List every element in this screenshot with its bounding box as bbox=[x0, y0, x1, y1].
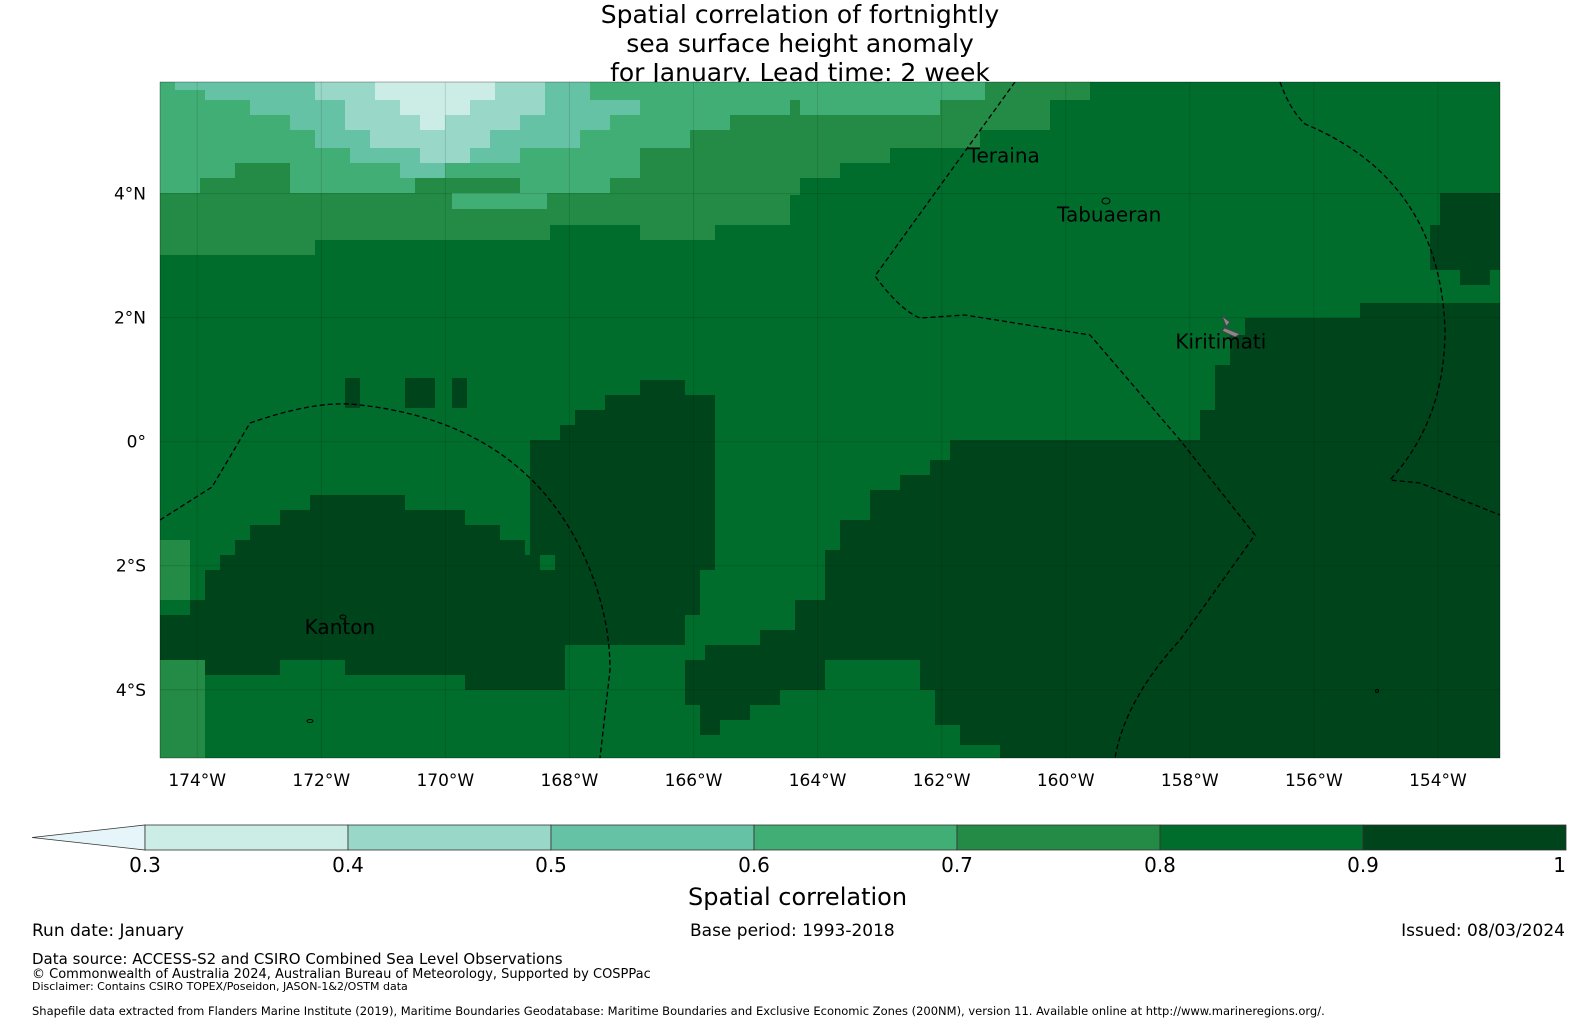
field-06-patch-2 bbox=[935, 82, 985, 100]
place-label-teraina: Teraina bbox=[967, 144, 1040, 168]
field-09-center bbox=[530, 380, 715, 690]
disclaimer: Disclaimer: Contains CSIRO TOPEX/Poseido… bbox=[32, 980, 408, 993]
lon-tick-label: 156°W bbox=[1285, 771, 1343, 790]
colorbar-tick-label: 0.7 bbox=[941, 853, 973, 877]
field-07-south-2 bbox=[160, 660, 205, 758]
lon-tick-label: 166°W bbox=[665, 771, 723, 790]
islands bbox=[306, 197, 1379, 723]
colorbar-tick-label: 0.9 bbox=[1347, 853, 1379, 877]
place-label-tabuaeran: Tabuaeran bbox=[1056, 203, 1161, 227]
lat-tick-labels: 4°N 2°N 0° 2°S 4°S bbox=[114, 185, 146, 701]
colorbar-label: Spatial correlation bbox=[688, 883, 908, 911]
plot-frame bbox=[159, 81, 1501, 759]
colorbar-box bbox=[753, 824, 958, 851]
lon-tick-labels: 174°W 172°W 170°W 168°W 166°W 164°W 162°W 160°W… bbox=[168, 771, 1467, 790]
eez-line-1 bbox=[874, 82, 1256, 758]
field-09-east bbox=[685, 303, 1500, 758]
lat-tick-label: 4°S bbox=[116, 681, 146, 701]
lat-tick-label: 0° bbox=[127, 433, 146, 453]
lat-tick-label: 2°S bbox=[116, 557, 146, 577]
colorbar-tick-label: 0.5 bbox=[535, 853, 567, 877]
place-label-kiritimati: Kiritimati bbox=[1175, 330, 1266, 354]
colorbar-tick-label: 0.8 bbox=[1144, 853, 1176, 877]
title-line-1: Spatial correlation of fortnightly bbox=[600, 0, 1000, 29]
colorbar-boxes bbox=[31, 824, 1567, 851]
copyright: © Commonwealth of Australia 2024, Austra… bbox=[32, 967, 651, 982]
colorbar-box bbox=[956, 824, 1161, 851]
lon-tick-label: 164°W bbox=[789, 771, 847, 790]
place-labels: Teraina Tabuaeran Kiritimati Kanton bbox=[305, 144, 1267, 639]
field-09-west bbox=[160, 495, 565, 690]
colorbar: 0.3 0.4 0.5 0.6 0.7 0.8 0.9 1 bbox=[31, 824, 1567, 877]
colorbar-tick-label: 0.3 bbox=[129, 853, 161, 877]
field-07-south bbox=[160, 540, 190, 600]
island-kiritimati bbox=[1220, 314, 1242, 338]
correlation-field bbox=[160, 82, 1500, 758]
data-source: Data source: ACCESS-S2 and CSIRO Combine… bbox=[32, 950, 563, 968]
colorbar-extend-min bbox=[31, 824, 146, 851]
field-06-patch bbox=[452, 193, 547, 209]
issued-date: Issued: 08/03/2024 bbox=[1401, 921, 1565, 941]
field-09-ne bbox=[1430, 193, 1500, 285]
shapefile-credit: Shapefile data extracted from Flanders M… bbox=[32, 1004, 1325, 1018]
lon-tick-label: 174°W bbox=[168, 771, 226, 790]
lat-tick-label: 2°N bbox=[114, 309, 146, 329]
field-03 bbox=[375, 82, 495, 130]
lon-tick-label: 168°W bbox=[541, 771, 599, 790]
lon-tick-label: 158°W bbox=[1161, 771, 1219, 790]
eez-line-2 bbox=[1279, 82, 1500, 516]
colorbar-box bbox=[1159, 824, 1364, 851]
lon-tick-label: 170°W bbox=[416, 771, 474, 790]
colorbar-tick-label: 0.4 bbox=[332, 853, 364, 877]
colorbar-tick-label: 1 bbox=[1553, 853, 1566, 877]
island-tabuaeran bbox=[1101, 197, 1111, 205]
colorbar-box bbox=[144, 824, 349, 851]
lon-tick-label: 160°W bbox=[1037, 771, 1095, 790]
colorbar-box bbox=[347, 824, 552, 851]
colorbar-box bbox=[1362, 824, 1567, 851]
title-line-2: sea surface height anomaly bbox=[626, 29, 974, 58]
place-label-kanton: Kanton bbox=[305, 615, 375, 639]
field-09-patch-2 bbox=[405, 378, 435, 408]
eez-boundaries bbox=[160, 82, 1500, 758]
lon-tick-label: 154°W bbox=[1409, 771, 1467, 790]
base-period: Base period: 1993-2018 bbox=[690, 921, 895, 941]
lat-tick-label: 4°N bbox=[114, 185, 146, 205]
colorbar-box bbox=[550, 824, 755, 851]
run-date: Run date: January bbox=[32, 921, 184, 941]
gridlines bbox=[160, 82, 1500, 758]
island-kanton bbox=[339, 614, 347, 620]
colorbar-tick-label: 0.6 bbox=[738, 853, 770, 877]
colorbar-ticks: 0.3 0.4 0.5 0.6 0.7 0.8 0.9 1 bbox=[129, 853, 1566, 877]
field-09-patch bbox=[345, 378, 360, 408]
lon-tick-label: 162°W bbox=[913, 771, 971, 790]
field-09-patch-3 bbox=[452, 378, 467, 408]
island-small-1 bbox=[306, 719, 314, 723]
map-figure: 4°N 2°N 0° 2°S 4°S 174°W 172°W 170°W 168°W 166°W… bbox=[114, 81, 1501, 790]
island-small-2 bbox=[1375, 689, 1379, 693]
lon-tick-label: 172°W bbox=[292, 771, 350, 790]
